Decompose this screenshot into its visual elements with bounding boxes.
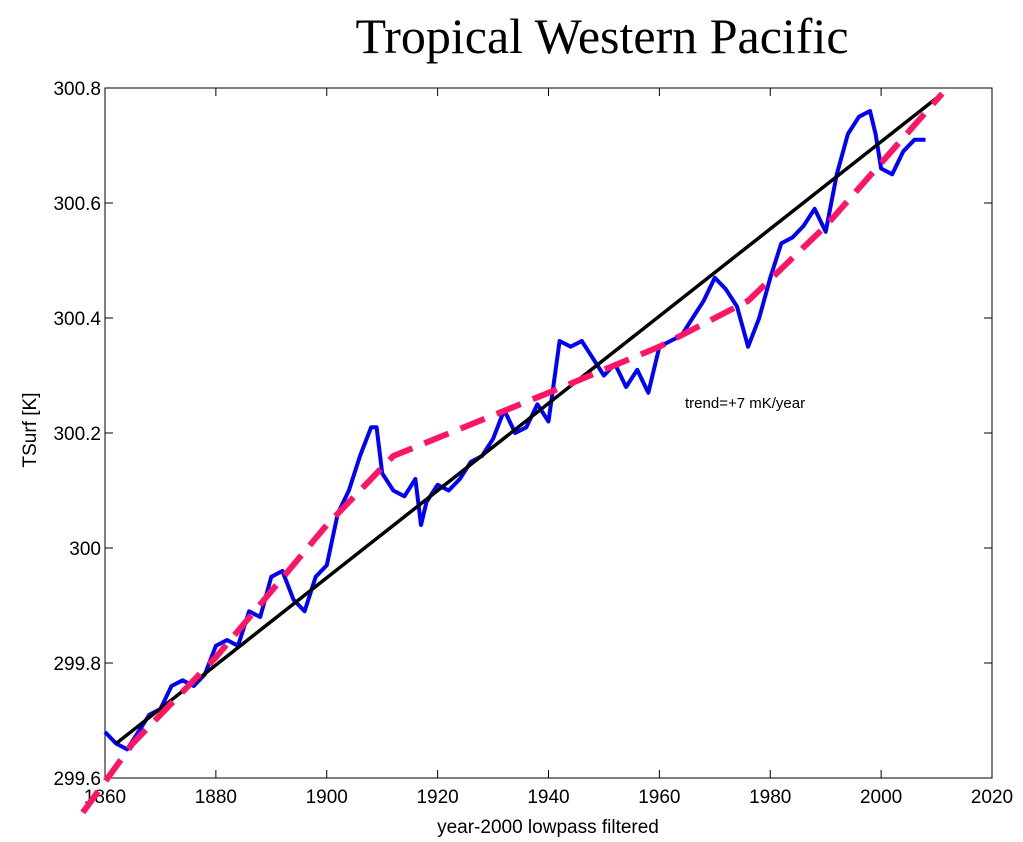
y-tick-label: 300.2	[53, 424, 101, 445]
x-tick-label: 1980	[749, 787, 791, 808]
y-tick-label: 299.8	[53, 654, 101, 675]
x-tick-label: 2020	[971, 787, 1013, 808]
y-tick-label: 300.6	[53, 194, 101, 215]
y-tick-label: 300.8	[53, 79, 101, 100]
x-tick-label: 2000	[860, 787, 902, 808]
x-tick-label: 1940	[527, 787, 569, 808]
chart-title: Tropical Western Pacific	[355, 8, 848, 64]
piecewise-trend-line	[80, 91, 945, 815]
x-tick-label: 1880	[195, 787, 237, 808]
x-tick-label: 1960	[638, 787, 680, 808]
trend-annotation: trend=+7 mK/year	[685, 395, 805, 412]
x-axis-label: year-2000 lowpass filtered	[437, 817, 659, 838]
x-tick-label: 1900	[306, 787, 348, 808]
y-tick-label: 300.4	[53, 309, 101, 330]
y-axis-label: TSurf [K]	[20, 393, 41, 468]
y-axis-ticks: 299.6 299.8 300 300.2 300.4 300.6 300.8	[53, 79, 992, 790]
y-tick-label: 299.6	[53, 769, 101, 790]
linear-trend-line	[115, 92, 944, 745]
y-tick-label: 300	[69, 539, 101, 560]
series-layer	[80, 91, 945, 815]
x-axis-ticks: 1860 1880 1900 1920 1940 1960 1980 2000 2020	[84, 88, 1013, 808]
x-tick-label: 1920	[416, 787, 458, 808]
